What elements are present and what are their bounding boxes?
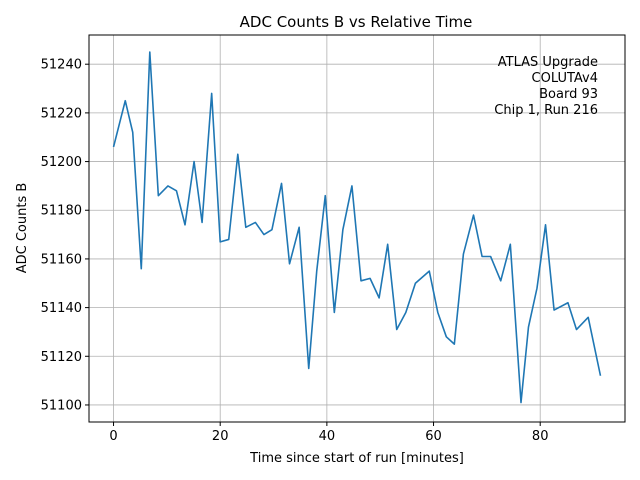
x-tick-label: 80 (532, 429, 549, 444)
y-tick-label: 51120 (41, 350, 82, 365)
y-tick-label: 51180 (41, 204, 82, 219)
annotation-line: ATLAS Upgrade (498, 55, 598, 70)
y-tick-label: 51160 (41, 252, 82, 267)
x-tick-label: 40 (319, 429, 336, 444)
y-tick-label: 51220 (41, 106, 82, 121)
y-tick-label: 51140 (41, 301, 82, 316)
y-tick-label: 51200 (41, 155, 82, 170)
annotation-line: Chip 1, Run 216 (494, 103, 598, 118)
y-axis: 51100 51120 51140 51160 51180 51200 51220 51240 (41, 58, 89, 413)
plot-frame (88, 34, 626, 423)
x-tick-label: 20 (212, 429, 229, 444)
y-tick-label: 51100 (41, 398, 82, 413)
x-axis: 0 20 40 60 80 (109, 422, 548, 444)
x-tick-label: 0 (109, 429, 117, 444)
x-tick-label: 60 (425, 429, 442, 444)
x-axis-title: Time since start of run [minutes] (249, 451, 464, 466)
annotation-line: Board 93 (539, 87, 598, 102)
y-axis-title: ADC Counts B (15, 183, 30, 274)
y-tick-label: 51240 (41, 58, 82, 73)
annotation-line: COLUTAv4 (532, 71, 598, 86)
chart-title: ADC Counts B vs Relative Time (240, 13, 473, 31)
series-line (112, 51, 602, 404)
